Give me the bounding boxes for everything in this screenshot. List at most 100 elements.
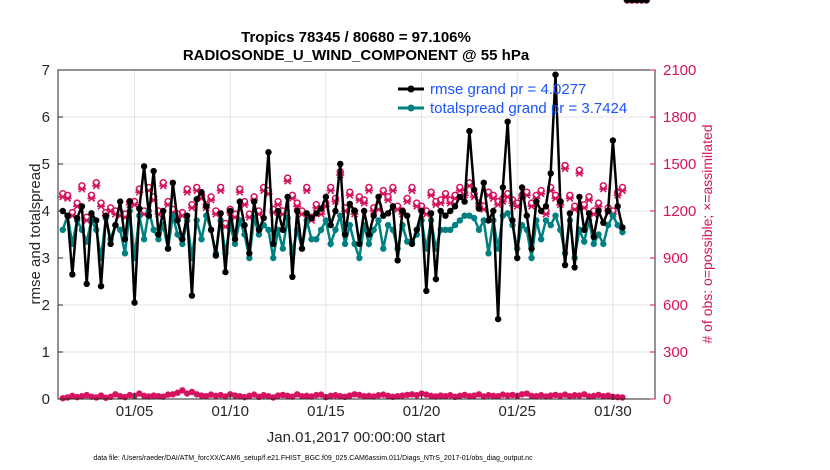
obs-assimilated-marker (384, 196, 393, 204)
rmse-point (360, 207, 368, 215)
obs-assimilated-marker (527, 202, 536, 210)
rmse-point (298, 245, 306, 252)
totalspread-point (451, 221, 459, 229)
totalspread-point (308, 236, 315, 243)
rmse-point (293, 207, 301, 215)
totalspread-point (547, 221, 554, 229)
rmse-point (140, 163, 148, 170)
obs-assimilated-marker (599, 185, 608, 193)
bottom-obs-point (332, 392, 339, 399)
rmse-point (576, 193, 583, 201)
rmse-point (480, 179, 487, 186)
bottom-obs-point (250, 391, 258, 398)
obs-assimilated-marker (77, 185, 86, 193)
obs-assimilated-marker (207, 196, 216, 204)
bottom-obs-layer (59, 0, 650, 402)
bottom-obs-point (107, 393, 114, 401)
rmse-point (222, 268, 229, 276)
bottom-obs-point (164, 391, 172, 398)
rmse-point (356, 240, 363, 248)
bottom-obs-point (475, 391, 483, 398)
y2-tick-label-5: 1500 (663, 156, 696, 173)
rmse-point (595, 207, 602, 215)
totalspread-point (600, 240, 607, 248)
totalspread-point (590, 240, 597, 248)
totalspread-point (552, 212, 559, 219)
bottom-obs-point (370, 393, 377, 400)
bottom-obs-point (499, 391, 507, 398)
totalspread-point (384, 221, 392, 229)
bottom-obs-point (78, 392, 86, 400)
rmse-point (289, 273, 296, 280)
chart-subtitle: RADIOSONDE_U_WIND_COMPONENT @ 55 hPa (183, 47, 530, 64)
totalspread-point (279, 245, 287, 252)
totalspread-point (365, 240, 373, 248)
obs-assimilated-marker (92, 182, 101, 190)
rmse-point (265, 149, 272, 156)
obs-assimilated-marker (235, 188, 244, 196)
totalspread-point (346, 221, 354, 229)
obs-assimilated-marker (87, 194, 96, 203)
rmse-point (212, 252, 220, 259)
obs-assimilated-marker (274, 201, 283, 209)
rmse-point (475, 205, 483, 212)
bottom-obs-point (97, 392, 105, 399)
rmse-point (126, 198, 133, 205)
totalspread-point (504, 210, 511, 217)
bottom-obs-point (284, 392, 291, 400)
plot-frame (57, 69, 656, 400)
bottom-obs-point (303, 392, 310, 400)
rmse-point (160, 207, 167, 215)
totalspread-point (198, 236, 205, 243)
rmse-layer (59, 0, 650, 323)
bottom-obs-point (533, 392, 540, 400)
bottom-obs-point (274, 392, 282, 399)
rmse-point (571, 264, 578, 271)
rmse-point (88, 210, 95, 217)
totalspread-point (116, 226, 124, 233)
bottom-obs-point (585, 393, 593, 400)
obs-assimilated-marker (565, 194, 574, 203)
bottom-obs-point (155, 392, 162, 400)
bottom-obs-point (557, 392, 564, 400)
bottom-obs-point (518, 391, 526, 398)
rmse-point (432, 275, 440, 283)
bottom-obs-point (279, 391, 287, 399)
rmse-point (581, 226, 588, 233)
totalspread-point (155, 236, 162, 243)
obs-assimilated-marker (584, 196, 593, 204)
totalspread-point (59, 226, 66, 233)
bottom-obs-point (552, 391, 559, 399)
totalspread-point (447, 226, 454, 233)
rmse-point (561, 261, 569, 269)
bottom-obs-point (399, 392, 406, 399)
bottom-obs-point (236, 392, 243, 400)
totalspread-point (341, 240, 349, 248)
y-axis-right: 0 300 600 900 1200 1500 1800 2100 (650, 62, 696, 408)
obs-assimilated-marker (97, 202, 106, 210)
obs-assimilated-marker (618, 187, 627, 195)
rmse-point (279, 226, 287, 233)
bottom-obs-point (490, 392, 497, 400)
rmse-point (337, 160, 344, 168)
y-tick-label-5: 5 (42, 156, 50, 173)
totalspread-point (255, 231, 263, 238)
bottom-obs-point (408, 391, 416, 398)
rmse-point (150, 167, 157, 175)
bottom-obs-point (317, 391, 325, 398)
totalspread-point (581, 238, 588, 245)
bottom-obs-point (523, 390, 530, 397)
bottom-obs-point (509, 391, 516, 399)
plot-area (58, 70, 655, 399)
y-tick-label-1: 1 (42, 344, 50, 361)
totalspread-point (370, 226, 377, 233)
bottom-obs-point (384, 392, 392, 400)
rmse-point (255, 226, 263, 233)
rmse-point (518, 184, 526, 191)
bottom-obs-point (600, 392, 607, 400)
bottom-obs-point (198, 392, 205, 399)
bottom-obs-point (188, 388, 196, 396)
totalspread-point (542, 217, 550, 224)
bottom-obs-point (88, 393, 95, 400)
